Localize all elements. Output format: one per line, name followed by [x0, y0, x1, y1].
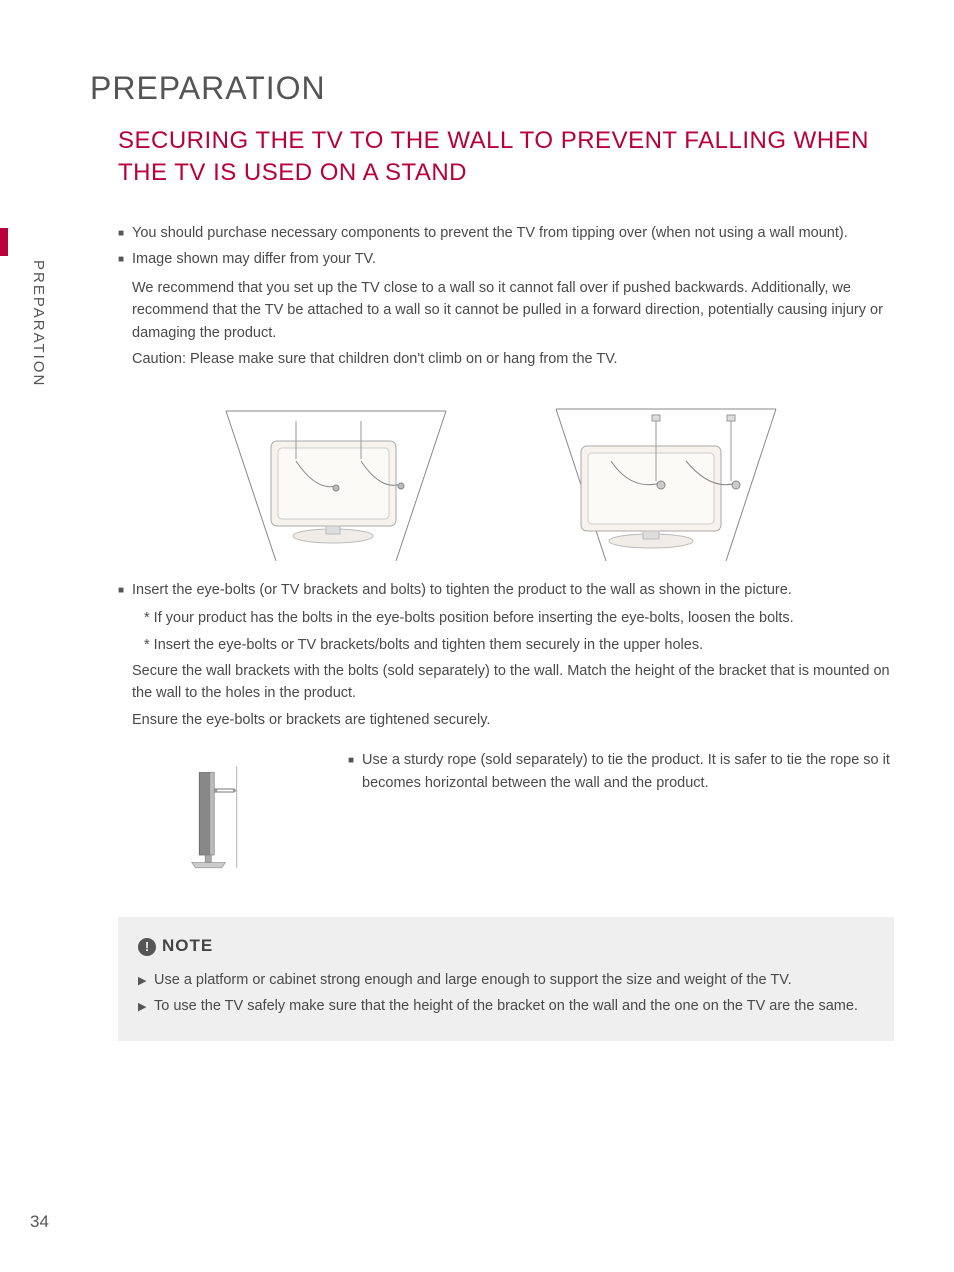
bullet-text: Use a sturdy rope (sold separately) to t…	[362, 749, 894, 794]
rope-section: ■ Use a sturdy rope (sold separately) to…	[118, 749, 894, 889]
diagram-row	[118, 391, 894, 561]
note-box: ! NOTE ▶ Use a platform or cabinet stron…	[118, 917, 894, 1041]
bullet-item: ■ Insert the eye-bolts (or TV brackets a…	[118, 579, 894, 601]
note-title: NOTE	[162, 933, 213, 959]
paragraph: Secure the wall brackets with the bolts …	[132, 660, 894, 705]
bullet-text: You should purchase necessary components…	[132, 222, 894, 244]
bullet-item: ■ You should purchase necessary componen…	[118, 222, 894, 244]
square-bullet-icon: ■	[118, 222, 132, 244]
section-title: SECURING THE TV TO THE WALL TO PREVENT F…	[118, 125, 894, 190]
square-bullet-icon: ■	[348, 749, 362, 794]
page-title: PREPARATION	[90, 70, 894, 107]
intro-paragraphs: We recommend that you set up the TV clos…	[132, 277, 894, 371]
note-header: ! NOTE	[138, 933, 874, 959]
star-note: * If your product has the bolts in the e…	[144, 607, 894, 629]
note-item: ▶ Use a platform or cabinet strong enoug…	[138, 970, 874, 992]
note-text: Use a platform or cabinet strong enough …	[154, 970, 792, 992]
bullet-item: ■ Use a sturdy rope (sold separately) to…	[348, 749, 894, 794]
note-icon: !	[138, 938, 156, 956]
note-text: To use the TV safely make sure that the …	[154, 996, 858, 1018]
side-section-label: PREPARATION	[30, 260, 47, 387]
sub-instructions: * If your product has the bolts in the e…	[132, 607, 894, 731]
star-note: * Insert the eye-bolts or TV brackets/bo…	[144, 634, 894, 656]
paragraph: Ensure the eye-bolts or brackets are tig…	[132, 709, 894, 731]
square-bullet-icon: ■	[118, 579, 132, 601]
rope-text-block: ■ Use a sturdy rope (sold separately) to…	[348, 749, 894, 798]
bullet-item: ■ Image shown may differ from your TV.	[118, 248, 894, 270]
square-bullet-icon: ■	[118, 248, 132, 270]
paragraph: We recommend that you set up the TV clos…	[132, 277, 894, 344]
tv-side-diagram	[118, 749, 318, 889]
paragraph: Caution: Please make sure that children …	[132, 348, 894, 370]
note-item: ▶ To use the TV safely make sure that th…	[138, 996, 874, 1018]
manual-page: PREPARATION PREPARATION SECURING THE TV …	[0, 0, 954, 1272]
bullet-text: Insert the eye-bolts (or TV brackets and…	[132, 579, 894, 601]
triangle-bullet-icon: ▶	[138, 996, 154, 1018]
bullet-text: Image shown may differ from your TV.	[132, 248, 894, 270]
page-number: 34	[30, 1212, 49, 1232]
tv-wall-diagram-right	[536, 391, 796, 561]
content-body: ■ You should purchase necessary componen…	[118, 222, 894, 1041]
section-tab	[0, 228, 8, 256]
triangle-bullet-icon: ▶	[138, 970, 154, 992]
tv-wall-diagram-left	[216, 391, 476, 561]
